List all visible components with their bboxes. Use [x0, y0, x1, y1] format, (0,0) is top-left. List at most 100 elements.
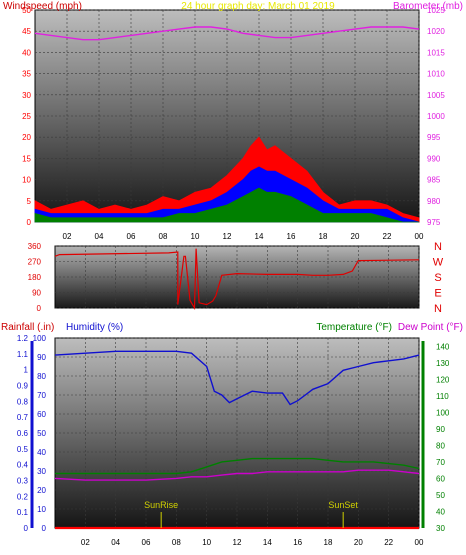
wind-x-tick: 00 [415, 232, 424, 241]
wind-y-tick: 35 [22, 70, 31, 79]
wind-x-tick: 08 [159, 232, 168, 241]
humidity-y-tick: 40 [37, 448, 46, 457]
rainfall-y-tick: 1.1 [17, 350, 29, 359]
barometer-axis-label: Barometer (mb) [393, 1, 463, 12]
temperature-series [55, 457, 420, 475]
humidity-y-tick: 50 [37, 429, 46, 438]
wind-x-tick: 18 [319, 232, 328, 241]
wind-y-tick: 50 [22, 6, 31, 15]
compass-label: N [434, 303, 442, 315]
direction-y-tick: 360 [28, 242, 42, 251]
wind-y-tick: 0 [27, 218, 32, 227]
temperature-y-tick: 70 [436, 458, 445, 467]
humidity-y-tick: 10 [37, 505, 46, 514]
barometer-y-tick: 990 [427, 154, 441, 163]
wind-direction-series [54, 248, 420, 311]
temp-series: SunRise SunSet [54, 350, 420, 530]
temp-x-tick: 14 [263, 538, 272, 547]
rainfall-y-tick: 0.8 [17, 397, 29, 406]
rainfall-y-tick: 0 [24, 524, 29, 533]
temp-x-tick: 16 [293, 538, 302, 547]
temp-x-tick: 08 [172, 538, 181, 547]
wind-x-tick: 22 [383, 232, 392, 241]
wind-low-series [34, 187, 419, 223]
dew-point-series [54, 469, 420, 481]
wind-direction-panel: 0 N 90 E 180 S 270 W 360 N [28, 241, 444, 315]
wind-x-tick: 10 [191, 232, 200, 241]
humidity-y-tick: 70 [37, 391, 46, 400]
rainfall-y-tick: 0.4 [17, 461, 29, 470]
humidity-y-tick: 80 [37, 372, 46, 381]
wind-barometer-panel: 0510152025303540455097598098599099510001… [3, 1, 463, 241]
direction-y-tick: 180 [28, 273, 42, 282]
wind-y-tick: 15 [22, 154, 31, 163]
rainfall-y-tick: 0.9 [17, 382, 29, 391]
barometer-y-tick: 1005 [427, 91, 445, 100]
wind-y-tick: 5 [27, 197, 32, 206]
direction-tick-labels: 0 N 90 E 180 S 270 W 360 N [28, 241, 444, 315]
barometer-y-tick: 975 [427, 218, 441, 227]
temp-x-tick: 22 [384, 538, 393, 547]
barometer-y-tick: 985 [427, 176, 441, 185]
barometer-y-tick: 995 [427, 133, 441, 142]
wind-x-tick: 14 [255, 232, 264, 241]
wind-x-tick: 12 [223, 232, 232, 241]
sunset-label: SunSet [328, 500, 358, 510]
wind-x-tick: 20 [351, 232, 360, 241]
barometer-y-tick: 1015 [427, 48, 445, 57]
temperature-axis-label: Temperature (°F) [316, 322, 392, 333]
direction-series [54, 248, 420, 311]
rainfall-y-tick: 0.1 [17, 508, 29, 517]
temperature-y-tick: 140 [436, 342, 450, 351]
temperature-y-tick: 90 [436, 425, 445, 434]
temp-grid [30, 337, 425, 529]
rain-humidity-temp-panel: SunRise SunSet 010203040506070809010000.1… [1, 322, 463, 547]
compass-label: N [434, 241, 442, 253]
wind-axis-label: Windspeed (mph) [3, 1, 82, 12]
chart-title: 24 hour graph day: March 01 2019 [181, 1, 335, 12]
temperature-y-tick: 130 [436, 359, 450, 368]
temp-x-tick: 18 [324, 538, 333, 547]
wind-y-tick: 30 [22, 91, 31, 100]
barometer-y-tick: 1020 [427, 27, 445, 36]
wind-y-tick: 10 [22, 176, 31, 185]
temp-x-tick: 00 [415, 538, 424, 547]
dew-point-axis-label: Dew Point (°F) [398, 322, 463, 333]
compass-label: E [434, 288, 441, 300]
rainfall-y-tick: 0.7 [17, 413, 29, 422]
humidity-y-tick: 0 [42, 524, 47, 533]
humidity-series [54, 350, 420, 406]
sunrise-label: SunRise [144, 500, 178, 510]
rainfall-y-tick: 0.6 [17, 429, 29, 438]
rainfall-axis-label: Rainfall (.in) [1, 322, 54, 333]
humidity-y-tick: 90 [37, 353, 46, 362]
temp-x-tick: 20 [354, 538, 363, 547]
wind-series [34, 26, 420, 223]
barometer-y-tick: 980 [427, 197, 441, 206]
barometer-y-tick: 1025 [427, 6, 445, 15]
compass-label: W [433, 257, 444, 269]
wind-y-tick: 25 [22, 112, 31, 121]
humidity-axis-label: Humidity (%) [66, 322, 123, 333]
humidity-y-tick: 20 [37, 486, 46, 495]
temperature-y-tick: 100 [436, 408, 450, 417]
rainfall-y-tick: 1.2 [17, 334, 29, 343]
wind-average-series [34, 166, 420, 223]
direction-y-tick: 270 [28, 258, 42, 267]
temp-x-tick: 04 [111, 538, 120, 547]
wind-y-tick: 45 [22, 27, 31, 36]
humidity-y-tick: 60 [37, 410, 46, 419]
temp-x-tick: 10 [202, 538, 211, 547]
temperature-y-tick: 40 [436, 507, 445, 516]
rainfall-y-tick: 0.2 [17, 492, 29, 501]
temperature-y-tick: 60 [436, 474, 445, 483]
temperature-y-tick: 110 [436, 392, 449, 401]
barometer-series [34, 26, 420, 41]
compass-label: S [434, 272, 441, 284]
direction-grid [55, 245, 420, 309]
rainfall-y-tick: 1 [24, 366, 29, 375]
wind-tick-labels: 0510152025303540455097598098599099510001… [22, 6, 445, 241]
wind-x-tick: 04 [95, 232, 104, 241]
